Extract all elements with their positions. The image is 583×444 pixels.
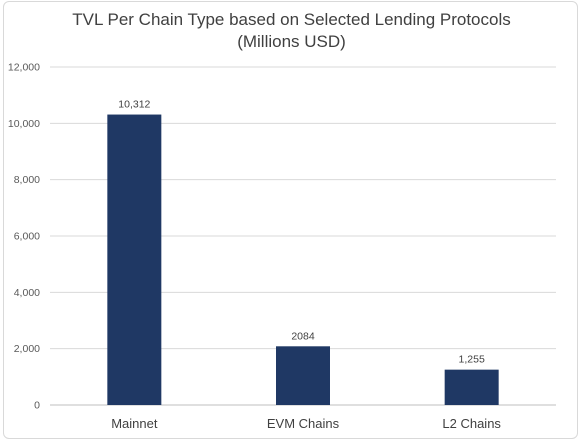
- y-tick-label: 6,000: [14, 231, 40, 243]
- x-axis-category-labels: Mainnet EVM Chains L2 Chains: [111, 416, 501, 431]
- category-label: Mainnet: [111, 416, 158, 431]
- y-tick-label: 0: [34, 400, 40, 412]
- y-axis-tick-labels: 0 2,000 4,000 6,000 8,000 10,000 12,000: [8, 62, 40, 412]
- chart-title-line-1: TVL Per Chain Type based on Selected Len…: [72, 10, 511, 29]
- bar: [276, 346, 330, 405]
- data-label: 2084: [291, 330, 315, 342]
- bar: [107, 114, 162, 405]
- y-tick-label: 2,000: [14, 343, 40, 355]
- data-labels: 10,312 2084 1,255: [118, 99, 485, 366]
- y-tick-label: 10,000: [8, 118, 40, 130]
- bars: [107, 114, 499, 405]
- chart-title-line-2: (Millions USD): [237, 32, 346, 51]
- bar: [444, 369, 499, 405]
- y-tick-label: 8,000: [14, 174, 40, 186]
- data-label: 1,255: [459, 354, 485, 366]
- y-tick-label: 12,000: [8, 62, 40, 74]
- category-label: EVM Chains: [267, 416, 340, 431]
- category-label: L2 Chains: [442, 416, 501, 431]
- data-label: 10,312: [118, 99, 150, 111]
- y-tick-label: 4,000: [14, 287, 40, 299]
